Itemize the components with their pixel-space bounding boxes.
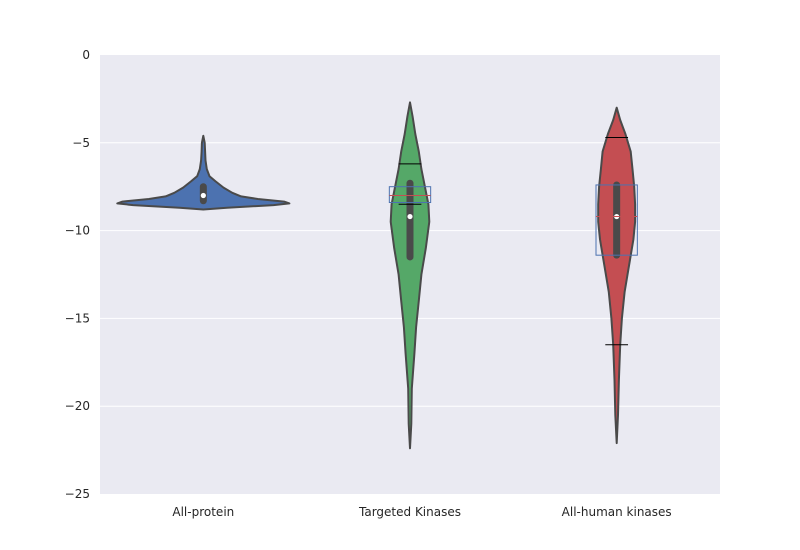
overlay-box — [388, 186, 432, 204]
y-axis-ticks: 0 −5 −10 −15 −20 −25 — [65, 48, 90, 501]
overlay-box — [595, 184, 638, 256]
violin-body — [597, 106, 637, 445]
y-tick-label: 0 — [82, 48, 90, 62]
violin-median-dot — [200, 192, 206, 199]
y-tick-label: −5 — [72, 136, 90, 150]
y-tick-label: −10 — [65, 224, 90, 238]
y-tick-label: −15 — [65, 311, 90, 325]
box-overlays — [388, 137, 638, 346]
x-tick-label: All-human kinases — [562, 505, 672, 519]
violin-body — [389, 101, 431, 450]
y-tick-label: −25 — [65, 487, 90, 501]
x-axis-ticks: All-protein Targeted Kinases All-human kin… — [172, 505, 671, 519]
x-tick-label: Targeted Kinases — [358, 505, 461, 519]
violin-body — [116, 134, 291, 211]
x-tick-label: All-protein — [172, 505, 234, 519]
y-tick-label: −20 — [65, 399, 90, 413]
violins — [116, 101, 637, 450]
violin-median-dot — [407, 213, 413, 220]
